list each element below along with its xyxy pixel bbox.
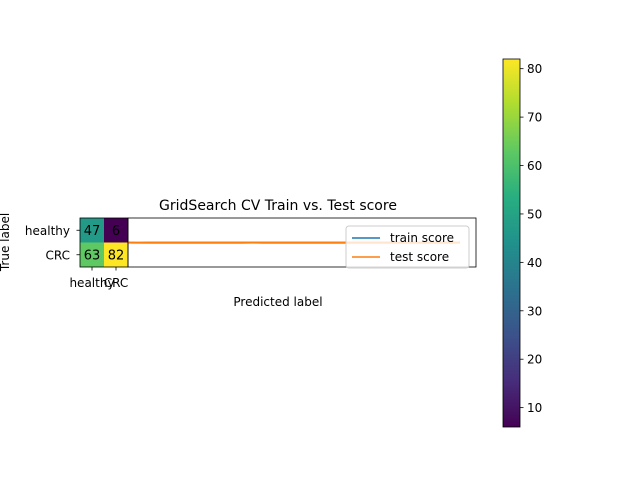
legend: train score test score: [345, 225, 470, 269]
colorbar-tick-label: 70: [527, 111, 542, 125]
y-tick-label: healthy: [25, 224, 70, 238]
matrix-cell: [80, 218, 104, 243]
matrix-cell: [104, 242, 128, 267]
x-axis-label: Predicted label: [233, 295, 322, 309]
matrix-cell-value: 82: [108, 248, 125, 263]
x-tick-label: CRC: [104, 276, 129, 290]
colorbar-tick-label: 30: [527, 304, 542, 318]
colorbar: 10 20 30 40 50 60 70 80: [502, 58, 542, 428]
x-tick-label: healthy: [69, 276, 114, 290]
confusion-matrix-frame: [79, 217, 129, 268]
legend-label-train: train score: [390, 231, 454, 245]
colorbar-tick-label: 20: [527, 353, 542, 367]
colorbar-tick-label: 40: [527, 256, 542, 270]
colorbar-tick-label: 60: [527, 159, 542, 173]
y-tick-label: CRC: [46, 248, 71, 262]
matrix-cell: [80, 242, 104, 267]
matrix-cell: [104, 218, 128, 243]
confusion-matrix: 47 6 63 82: [80, 218, 128, 267]
matrix-cell-value: 63: [84, 248, 101, 263]
colorbar-tick-label: 10: [527, 401, 542, 415]
legend-label-test: test score: [390, 250, 449, 264]
colorbar-gradient: [502, 58, 521, 428]
matrix-cell-value: 47: [84, 224, 101, 239]
colorbar-tick-label: 50: [527, 207, 542, 221]
chart-title: GridSearch CV Train vs. Test score: [159, 198, 397, 214]
matrix-cell-value: 6: [112, 224, 120, 239]
colorbar-tick-label: 80: [527, 62, 542, 76]
y-axis-label: True label: [0, 213, 12, 272]
